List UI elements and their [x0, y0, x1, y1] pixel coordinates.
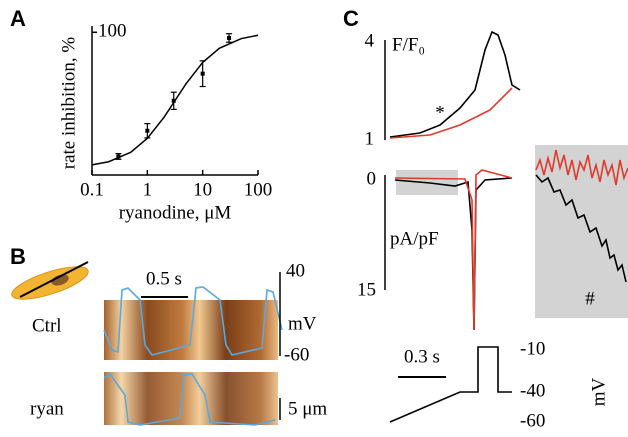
tick-label: 15 [357, 279, 376, 300]
x-tick-label: 100 [244, 179, 273, 200]
scale-label: 0.5 s [146, 268, 182, 289]
point [201, 72, 205, 76]
axis-label: pA/pF [390, 228, 439, 249]
tick-label: 0 [367, 168, 377, 189]
x-tick-label: 1 [143, 179, 153, 200]
scale-label: mV [288, 313, 317, 334]
tick-label: -60 [520, 410, 545, 431]
tick-label: 4 [365, 30, 375, 51]
row-label: ryan [30, 398, 64, 419]
point [172, 99, 176, 103]
panel-label: C [343, 6, 359, 31]
scale-label: 5 μm [288, 398, 327, 419]
plot-a: 0.1 1 10 100 100 [80, 21, 272, 201]
x-tick-label: 10 [193, 179, 212, 200]
panel-label: A [10, 6, 26, 31]
scale-label: -60 [284, 344, 309, 365]
tick-label: -10 [520, 338, 545, 359]
tick-label: 1 [365, 128, 375, 149]
current-trace [395, 178, 512, 330]
inset [535, 145, 628, 318]
tick-label: -40 [520, 380, 545, 401]
scale-label: 0.3 s [404, 346, 440, 367]
axis-label: mV [588, 377, 609, 406]
kymograph [104, 372, 278, 425]
y-tick-label: 100 [98, 21, 127, 42]
y-axis-label: rate inhibition, % [58, 37, 79, 170]
panel-label: B [10, 244, 26, 269]
point [227, 36, 231, 40]
annotation: # [585, 288, 595, 309]
annotation: * [435, 102, 445, 123]
figure: A rate inhibition, % ryanodine, μM 0.1 1 1… [0, 0, 628, 437]
scale-label: 40 [286, 260, 305, 281]
axis-label: F/F₀ [392, 34, 425, 55]
fluorescence-trace [390, 88, 512, 138]
x-tick-label: 0.1 [80, 179, 104, 200]
point [145, 129, 149, 133]
point [116, 154, 120, 158]
x-axis-label: ryanodine, μM [119, 202, 232, 223]
row-label: Ctrl [32, 315, 62, 336]
